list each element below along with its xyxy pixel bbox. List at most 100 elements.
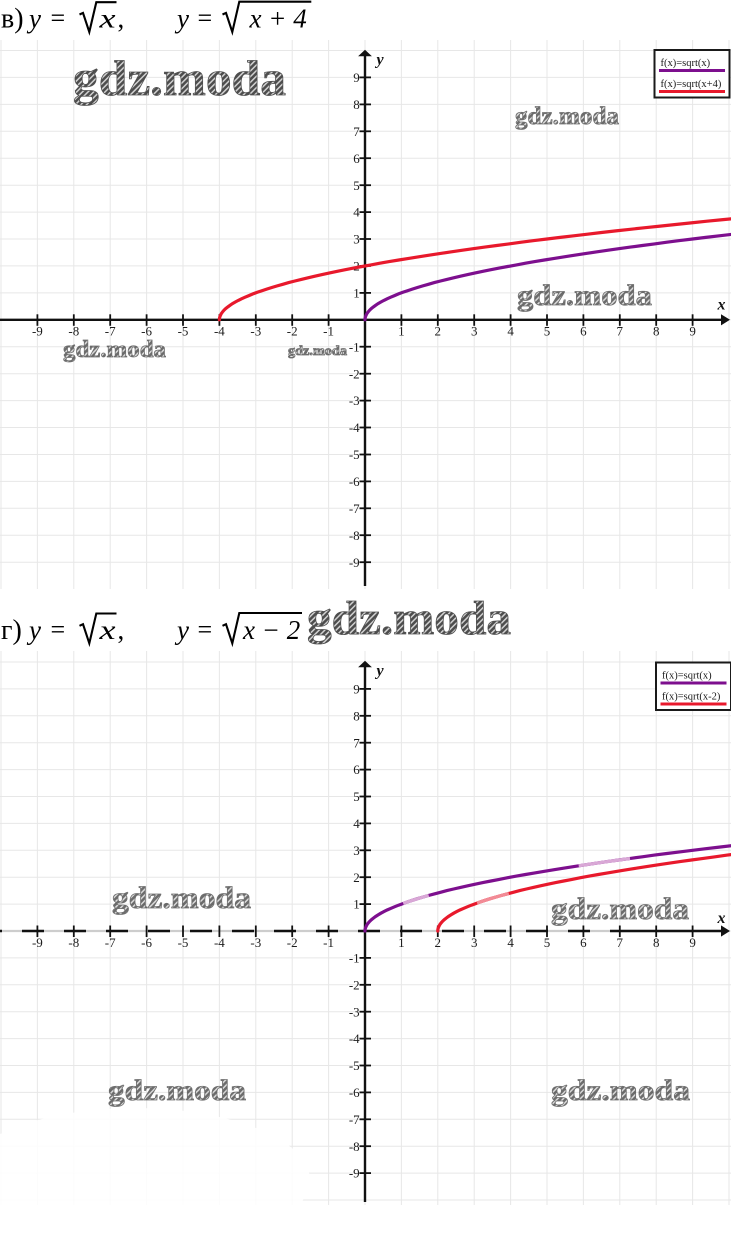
svg-text:7: 7 — [617, 935, 624, 950]
svg-text:-7: -7 — [349, 501, 360, 516]
svg-text:y: y — [375, 663, 385, 680]
svg-text:-4: -4 — [214, 324, 225, 339]
svg-text:-3: -3 — [349, 1004, 360, 1019]
svg-text:-5: -5 — [178, 324, 189, 339]
svg-text:=: = — [51, 4, 66, 33]
svg-text:=: = — [51, 615, 66, 644]
svg-text:gdz.moda: gdz.moda — [288, 343, 347, 358]
svg-text:y: y — [174, 4, 189, 34]
svg-text:-1: -1 — [349, 951, 360, 966]
svg-text:-7: -7 — [105, 324, 116, 339]
svg-text:9: 9 — [353, 70, 360, 85]
svg-text:1: 1 — [398, 324, 405, 339]
svg-text:-1: -1 — [323, 324, 334, 339]
svg-text:-5: -5 — [349, 1058, 360, 1073]
svg-text:5: 5 — [544, 935, 551, 950]
svg-text:1: 1 — [353, 897, 360, 912]
svg-text:=: = — [198, 4, 213, 33]
svg-text:gdz.moda: gdz.moda — [112, 880, 252, 915]
svg-text:-4: -4 — [349, 420, 360, 435]
svg-text:5: 5 — [353, 789, 360, 804]
svg-text:gdz.moda: gdz.moda — [73, 50, 286, 106]
svg-text:7: 7 — [353, 124, 360, 139]
svg-text:-3: -3 — [349, 393, 360, 408]
svg-text:-6: -6 — [349, 1085, 360, 1100]
svg-text:-1: -1 — [349, 339, 360, 354]
svg-text:f(x)=sqrt(x): f(x)=sqrt(x) — [662, 671, 712, 682]
svg-text:x: x — [98, 4, 115, 34]
svg-text:4: 4 — [353, 816, 360, 831]
svg-text:4: 4 — [507, 324, 514, 339]
svg-text:7: 7 — [353, 735, 360, 750]
svg-text:f(x)=sqrt(x): f(x)=sqrt(x) — [661, 58, 711, 69]
svg-text:-3: -3 — [250, 935, 261, 950]
svg-text:3: 3 — [471, 935, 478, 950]
svg-text:-9: -9 — [349, 555, 360, 570]
svg-text:-5: -5 — [178, 935, 189, 950]
svg-text:,: , — [118, 4, 125, 34]
svg-text:-6: -6 — [141, 324, 152, 339]
svg-text:-2: -2 — [349, 977, 360, 992]
svg-text:gdz.moda: gdz.moda — [307, 592, 511, 645]
svg-text:-1: -1 — [323, 935, 334, 950]
svg-text:f(x)=sqrt(x-2): f(x)=sqrt(x-2) — [662, 692, 721, 703]
svg-text:6: 6 — [353, 762, 360, 777]
svg-text:x: x — [717, 297, 726, 314]
svg-text:gdz.moda: gdz.moda — [517, 279, 652, 312]
svg-text:г): г) — [1, 615, 22, 646]
svg-text:5: 5 — [353, 178, 360, 193]
svg-text:=: = — [198, 615, 213, 644]
svg-text:-6: -6 — [349, 474, 360, 489]
svg-text:x: x — [717, 910, 726, 927]
svg-text:9: 9 — [689, 935, 696, 950]
svg-text:2: 2 — [435, 324, 442, 339]
svg-text:3: 3 — [471, 324, 478, 339]
svg-text:2: 2 — [353, 870, 360, 885]
svg-text:-9: -9 — [32, 324, 43, 339]
svg-text:3: 3 — [353, 232, 360, 247]
svg-text:gdz.moda: gdz.moda — [551, 1074, 690, 1107]
svg-text:6: 6 — [580, 935, 587, 950]
svg-text:8: 8 — [653, 935, 660, 950]
svg-text:6: 6 — [580, 324, 587, 339]
svg-text:2: 2 — [435, 935, 442, 950]
svg-text:-2: -2 — [287, 935, 298, 950]
svg-text:4: 4 — [507, 935, 514, 950]
svg-text:x − 2: x − 2 — [242, 615, 300, 645]
svg-text:-8: -8 — [349, 528, 360, 543]
svg-text:-8: -8 — [349, 1139, 360, 1154]
svg-text:gdz.moda: gdz.moda — [108, 1074, 246, 1107]
svg-text:1: 1 — [398, 935, 405, 950]
svg-text:7: 7 — [617, 324, 624, 339]
svg-text:8: 8 — [653, 324, 660, 339]
svg-text:-6: -6 — [141, 935, 152, 950]
svg-text:-5: -5 — [349, 447, 360, 462]
svg-text:-4: -4 — [349, 1031, 360, 1046]
svg-text:-7: -7 — [349, 1112, 360, 1127]
svg-text:x: x — [98, 615, 115, 645]
svg-text:в): в) — [1, 4, 24, 35]
svg-text:1: 1 — [353, 286, 360, 301]
svg-text:gdz.moda: gdz.moda — [551, 891, 690, 926]
svg-text:,: , — [118, 615, 125, 645]
svg-text:x + 4: x + 4 — [249, 4, 307, 34]
svg-text:y: y — [26, 615, 41, 645]
svg-text:f(x)=sqrt(x+4): f(x)=sqrt(x+4) — [661, 79, 722, 90]
svg-text:-9: -9 — [32, 935, 43, 950]
svg-text:y: y — [174, 615, 189, 645]
svg-text:4: 4 — [353, 205, 360, 220]
svg-text:-2: -2 — [287, 324, 298, 339]
svg-text:3: 3 — [353, 843, 360, 858]
svg-text:y: y — [375, 52, 385, 69]
svg-text:-2: -2 — [349, 366, 360, 381]
svg-text:y: y — [26, 4, 41, 34]
svg-text:gdz.moda: gdz.moda — [63, 337, 166, 363]
svg-text:9: 9 — [689, 324, 696, 339]
svg-text:-4: -4 — [214, 935, 225, 950]
svg-text:5: 5 — [544, 324, 551, 339]
svg-text:9: 9 — [353, 682, 360, 697]
svg-text:6: 6 — [353, 151, 360, 166]
svg-text:-7: -7 — [105, 935, 116, 950]
svg-text:-8: -8 — [68, 935, 79, 950]
svg-text:-3: -3 — [250, 324, 261, 339]
